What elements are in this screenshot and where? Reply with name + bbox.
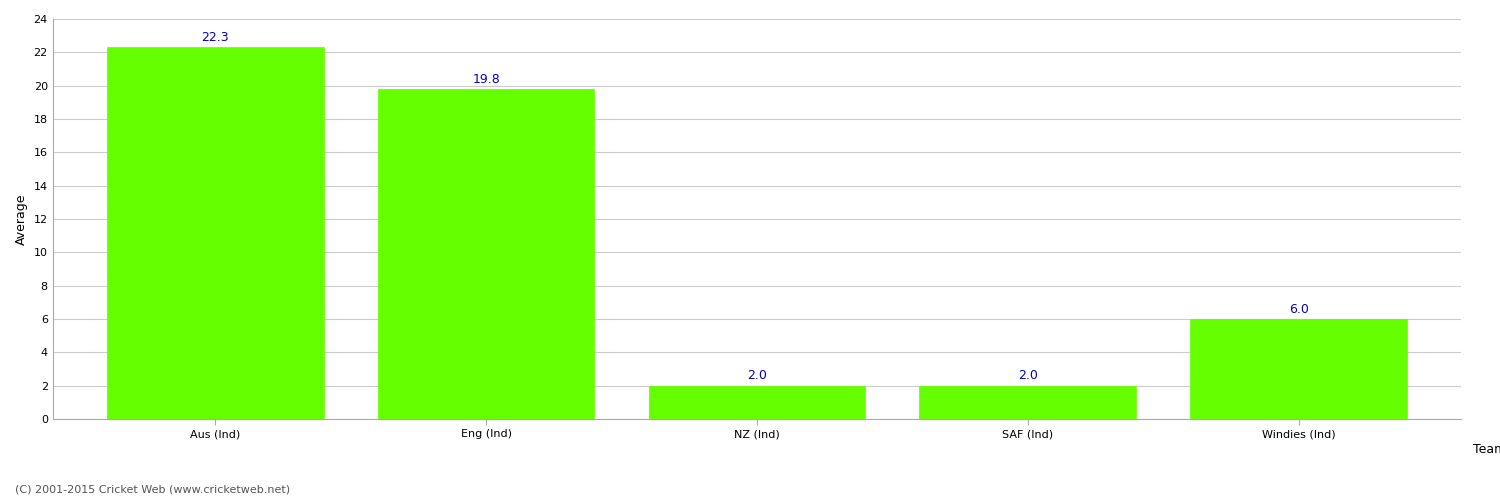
Y-axis label: Average: Average — [15, 193, 28, 244]
Text: (C) 2001-2015 Cricket Web (www.cricketweb.net): (C) 2001-2015 Cricket Web (www.cricketwe… — [15, 485, 290, 495]
Bar — [648, 386, 866, 419]
Text: 2.0: 2.0 — [1019, 369, 1038, 382]
Bar — [106, 48, 324, 419]
Text: 2.0: 2.0 — [747, 369, 766, 382]
Bar — [920, 386, 1136, 419]
Bar — [1191, 319, 1407, 419]
X-axis label: Team: Team — [1473, 443, 1500, 456]
Text: 19.8: 19.8 — [472, 72, 500, 86]
Text: 6.0: 6.0 — [1288, 302, 1308, 316]
Bar — [378, 89, 594, 419]
Text: 22.3: 22.3 — [201, 31, 229, 44]
